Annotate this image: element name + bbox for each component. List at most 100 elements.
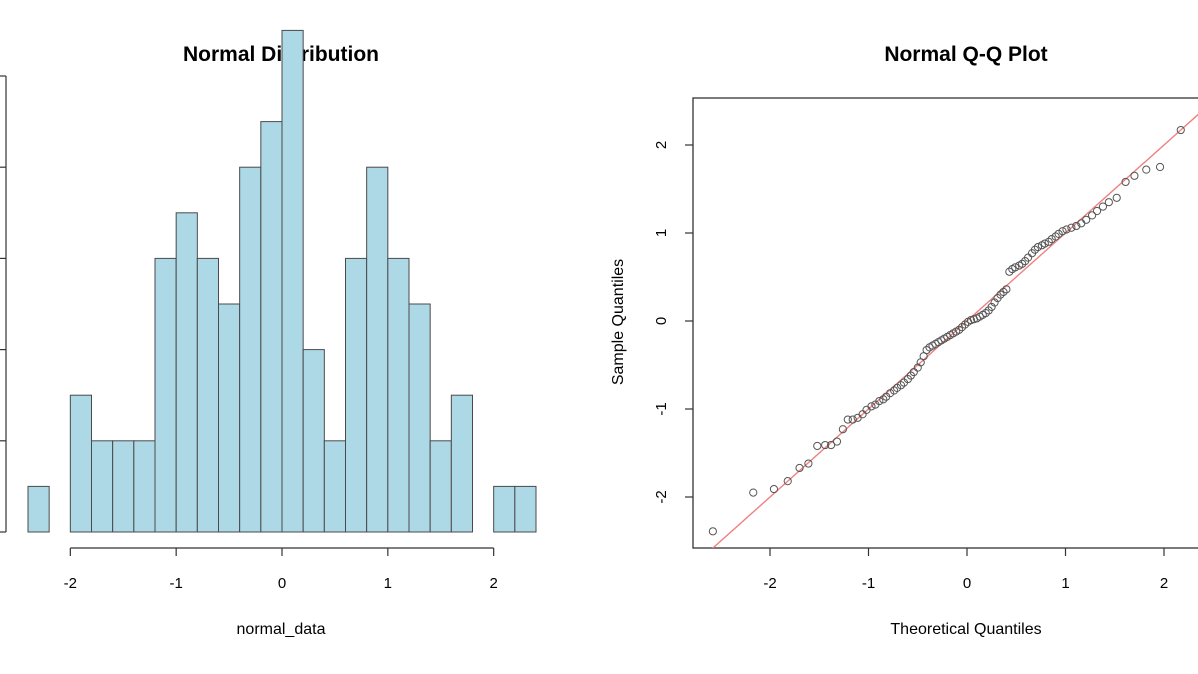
- qq-point: [987, 302, 996, 312]
- qq-point: [832, 437, 842, 446]
- qq-point: [1087, 211, 1097, 220]
- qq-point: [821, 440, 830, 450]
- qq-x-tick-label: 1: [1061, 575, 1069, 592]
- histogram-bar: [514, 485, 537, 533]
- histogram-bar: [493, 485, 516, 533]
- qq-point: [1044, 237, 1053, 246]
- qq-point: [1058, 227, 1067, 236]
- histogram-x-tick-label: -1: [169, 575, 182, 592]
- histogram-x-ticks: -2 -1 0 1 2: [64, 548, 498, 592]
- histogram-bar: [302, 349, 325, 533]
- qq-point: [1082, 215, 1091, 224]
- qq-point: [955, 325, 964, 334]
- qq-point: [769, 484, 779, 494]
- qq-point: [843, 415, 852, 424]
- qq-y-label: Sample Quantiles: [610, 259, 627, 385]
- qq-point: [1051, 232, 1060, 241]
- qq-y-tick-label: -2: [653, 490, 670, 503]
- qq-point: [1018, 259, 1027, 268]
- qq-point: [1002, 285, 1011, 294]
- histogram-bar: [450, 394, 474, 533]
- qq-point: [875, 396, 884, 406]
- qq-x-tick-label: -2: [763, 575, 776, 592]
- qq-point: [795, 463, 804, 473]
- histogram-bar: [408, 303, 431, 533]
- qq-point: [879, 395, 888, 404]
- qq-x-label: Theoretical Quantiles: [890, 621, 1041, 638]
- histogram-x-tick-label: 2: [489, 575, 497, 592]
- qq-point: [1155, 162, 1165, 172]
- qq-point: [1005, 267, 1014, 276]
- qq-point: [999, 287, 1008, 297]
- histogram-bar: [323, 440, 347, 533]
- histogram-bar: [154, 257, 177, 533]
- qq-point: [1130, 171, 1139, 180]
- histogram-bar: [27, 485, 50, 533]
- histogram-y-ticks: [0, 75, 6, 533]
- qq-point: [1067, 223, 1076, 232]
- qq-point: [804, 459, 813, 468]
- qq-point: [867, 402, 876, 411]
- qq-y-ticks: -2 -1 0 1 2: [653, 141, 693, 504]
- histogram-title: Normal Distribution: [183, 43, 379, 66]
- qq-point: [1033, 242, 1043, 252]
- qq-point: [838, 425, 847, 434]
- histogram-bar: [196, 257, 219, 533]
- qq-point: [960, 320, 970, 329]
- qq-x-tick-label: 0: [963, 575, 971, 592]
- qq-point: [1011, 263, 1020, 272]
- histogram-x-label: normal_data: [237, 621, 326, 638]
- qq-point: [1176, 125, 1185, 135]
- qq-point: [708, 527, 717, 536]
- histogram-bar: [175, 212, 198, 533]
- qq-x-ticks: -2 -1 0 1 2: [763, 548, 1168, 592]
- qq-point: [1040, 239, 1049, 248]
- qq-point: [826, 440, 836, 450]
- histogram-bar: [133, 440, 156, 533]
- qq-x-tick-label: -1: [862, 575, 875, 592]
- histogram-panel: Normal Distribution -2 -1 0 1 2 normal_data: [0, 29, 537, 638]
- qq-x-tick-label: 2: [1160, 575, 1168, 592]
- histogram-bar: [218, 303, 241, 533]
- qq-point: [1104, 198, 1113, 207]
- histogram-bar: [239, 166, 262, 533]
- histogram-bar: [91, 440, 114, 533]
- qq-point: [1142, 165, 1151, 174]
- qq-title: Normal Q-Q Plot: [884, 43, 1047, 66]
- qq-point: [996, 290, 1005, 299]
- qq-point: [1030, 245, 1040, 254]
- qq-point: [981, 308, 990, 318]
- qq-reference-line-group: [711, 113, 1198, 548]
- histogram-x-tick-label: -2: [64, 575, 77, 592]
- qq-y-tick-label: -1: [653, 402, 670, 415]
- qq-point: [848, 415, 857, 424]
- histogram-bar: [69, 394, 93, 533]
- qq-point: [990, 298, 999, 307]
- qq-point: [1121, 177, 1130, 187]
- qq-point: [1098, 202, 1108, 211]
- qq-point: [1072, 221, 1081, 231]
- qq-point: [749, 488, 758, 497]
- histogram-bar: [260, 121, 283, 533]
- qq-reference-line: [711, 113, 1198, 548]
- qq-point: [896, 381, 906, 390]
- histogram-bar: [429, 440, 452, 533]
- histogram-bar: [112, 440, 135, 533]
- qq-point: [783, 477, 792, 486]
- histogram-x-tick-label: 1: [384, 575, 392, 592]
- histogram-bar: [281, 29, 304, 533]
- qq-panel: Normal Q-Q Plot -2 -1 0 1 2 -2 -1 0 1 2 Theoreti…: [610, 43, 1198, 638]
- histogram-bars: [27, 29, 537, 533]
- histogram-x-tick-label: 0: [278, 575, 286, 592]
- histogram-bar: [345, 257, 368, 533]
- histogram-bar: [387, 257, 410, 533]
- histogram-bar: [366, 166, 389, 533]
- qq-y-tick-label: 1: [653, 229, 670, 237]
- qq-point: [813, 441, 822, 451]
- qq-plot-frame: [692, 97, 1198, 549]
- qq-point: [957, 323, 967, 332]
- qq-point: [1062, 225, 1071, 234]
- qq-point: [922, 345, 931, 355]
- qq-point: [1112, 193, 1121, 202]
